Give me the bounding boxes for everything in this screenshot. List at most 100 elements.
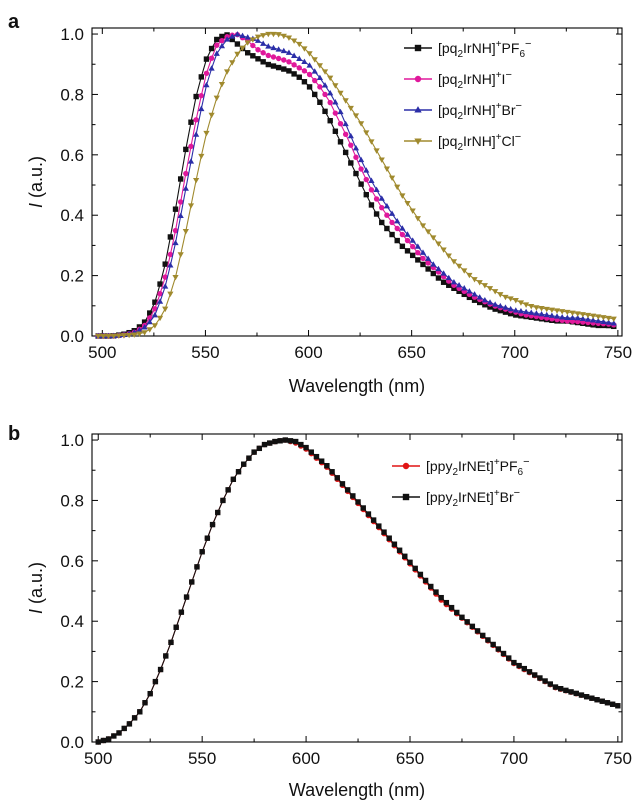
data-point (358, 156, 365, 163)
data-point (532, 672, 538, 678)
data-point (595, 314, 602, 320)
x-tick-label: 750 (604, 343, 632, 362)
y-tick-label: 0.6 (60, 146, 84, 165)
data-point (600, 315, 607, 321)
x-tick-label: 650 (397, 343, 425, 362)
data-point (136, 327, 143, 333)
data-point (358, 166, 364, 172)
legend-prefix: [pq (438, 71, 457, 87)
data-point (438, 594, 444, 601)
data-point (208, 55, 215, 61)
data-point (417, 571, 424, 578)
data-point (384, 212, 390, 218)
data-point (548, 307, 555, 313)
data-point (455, 263, 463, 270)
data-point (141, 330, 148, 336)
data-point (265, 52, 272, 59)
data-point (605, 319, 612, 325)
data-point (384, 225, 390, 232)
data-point (301, 46, 308, 52)
data-point (275, 55, 282, 62)
data-point (579, 312, 586, 318)
data-point (178, 609, 185, 615)
data-point (182, 185, 189, 191)
panel-a-series (95, 31, 617, 340)
legend-core: IrNH] (463, 133, 496, 149)
data-point (189, 579, 195, 585)
data-point (352, 144, 360, 151)
data-point (121, 725, 127, 732)
panel-b-ticks: 500 550 600 650 700 750 0.0 0.2 0.4 0.6 0.8 1.0 (60, 431, 632, 768)
data-point (481, 296, 488, 303)
legend-subscript: 6 (519, 49, 525, 60)
data-point (218, 82, 226, 88)
x-tick-label: 700 (501, 343, 529, 362)
y-axis-title-symbol: I (26, 609, 46, 614)
data-point (177, 252, 184, 258)
data-point (152, 678, 159, 685)
data-point (337, 90, 344, 97)
data-point (131, 332, 138, 338)
data-point (172, 239, 179, 246)
data-point (548, 312, 555, 318)
data-point (220, 497, 226, 504)
data-point (435, 241, 442, 247)
data-point (360, 505, 366, 511)
data-point (342, 98, 349, 104)
data-point (523, 308, 530, 315)
x-tick-label: 650 (396, 749, 424, 768)
data-point (435, 275, 442, 281)
data-point (477, 299, 483, 306)
data-point (433, 589, 439, 595)
data-point (208, 65, 215, 71)
data-point (481, 283, 488, 289)
legend-anion: Br (500, 489, 514, 505)
data-point (574, 318, 581, 325)
data-point (507, 310, 514, 317)
data-point (466, 272, 473, 279)
legend-label: [pq2IrNH]+Cl− (438, 131, 521, 153)
data-point (167, 251, 174, 258)
data-point (317, 84, 323, 90)
data-point (301, 68, 308, 74)
data-point (399, 225, 406, 231)
data-point (537, 675, 543, 681)
data-point (317, 99, 323, 105)
data-point (296, 65, 302, 71)
data-point (425, 255, 432, 261)
data-point (337, 121, 344, 127)
legend-charge: − (523, 456, 529, 468)
data-point (172, 274, 179, 281)
data-point (523, 302, 530, 308)
data-point (414, 216, 421, 222)
data-point (183, 594, 190, 600)
data-point (425, 266, 431, 272)
data-point (450, 259, 458, 265)
y-tick-label: 0.8 (60, 85, 84, 104)
y-axis-title-unit: (a.u.) (26, 562, 46, 609)
data-point (312, 77, 318, 84)
data-point (399, 231, 406, 238)
x-tick-label: 550 (191, 343, 219, 362)
data-point (230, 476, 237, 482)
data-point (223, 69, 231, 75)
data-point (246, 455, 252, 461)
data-point (420, 261, 426, 268)
data-point (513, 312, 519, 318)
data-point (486, 286, 494, 292)
data-point (235, 469, 242, 475)
data-point (471, 291, 478, 297)
data-point (100, 737, 107, 744)
data-point (559, 314, 566, 320)
data-point (511, 659, 517, 666)
data-point (342, 149, 349, 156)
data-point (446, 282, 452, 288)
data-point (466, 294, 473, 301)
data-point (282, 437, 288, 443)
data-point (348, 142, 354, 148)
data-point (353, 154, 359, 160)
series-line (98, 34, 614, 337)
series-1 (95, 437, 621, 745)
data-point (137, 709, 143, 715)
legend-subscript: 2 (457, 142, 463, 153)
